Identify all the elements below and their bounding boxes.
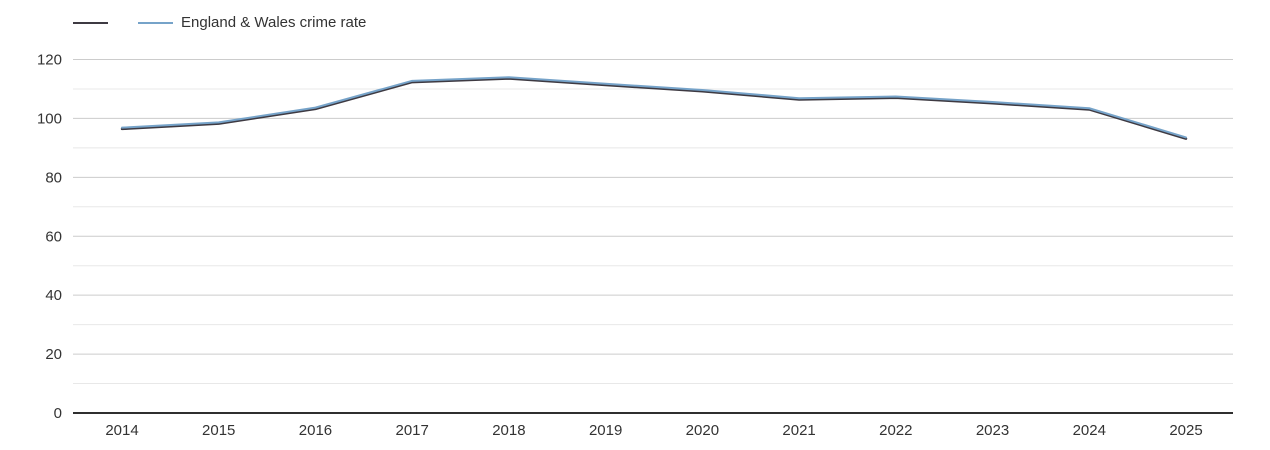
legend-line-swatch	[73, 21, 108, 24]
y-tick-label: 80	[45, 169, 62, 186]
y-tick-label: 60	[45, 228, 62, 245]
series-line-unnamed	[120, 77, 1188, 140]
y-tick-label: 100	[37, 110, 62, 127]
x-tick-label: 2017	[395, 422, 428, 439]
y-tick-label: 120	[37, 52, 62, 69]
x-tick-label: 2015	[202, 422, 235, 439]
x-tick-label: 2018	[492, 422, 525, 439]
series-line-england-wales-crime-rate	[121, 76, 1187, 139]
y-tick-label: 40	[45, 287, 62, 304]
x-tick-label: 2021	[782, 422, 815, 439]
legend-item-unnamed[interactable]	[73, 21, 108, 24]
chart-legend: England & Wales crime rate	[73, 14, 366, 31]
x-tick-label: 2019	[589, 422, 622, 439]
x-tick-label: 2020	[686, 422, 719, 439]
legend-item-england-wales-crime-rate[interactable]: England & Wales crime rate	[138, 14, 366, 31]
x-tick-label: 2014	[105, 422, 138, 439]
x-tick-label: 2025	[1169, 422, 1202, 439]
x-tick-label: 2022	[879, 422, 912, 439]
y-tick-label: 0	[54, 405, 62, 422]
x-tick-label: 2016	[299, 422, 332, 439]
x-tick-label: 2023	[976, 422, 1009, 439]
y-tick-label: 20	[45, 346, 62, 363]
legend-line-swatch	[138, 21, 173, 24]
legend-label: England & Wales crime rate	[181, 14, 367, 31]
x-tick-label: 2024	[1073, 422, 1106, 439]
